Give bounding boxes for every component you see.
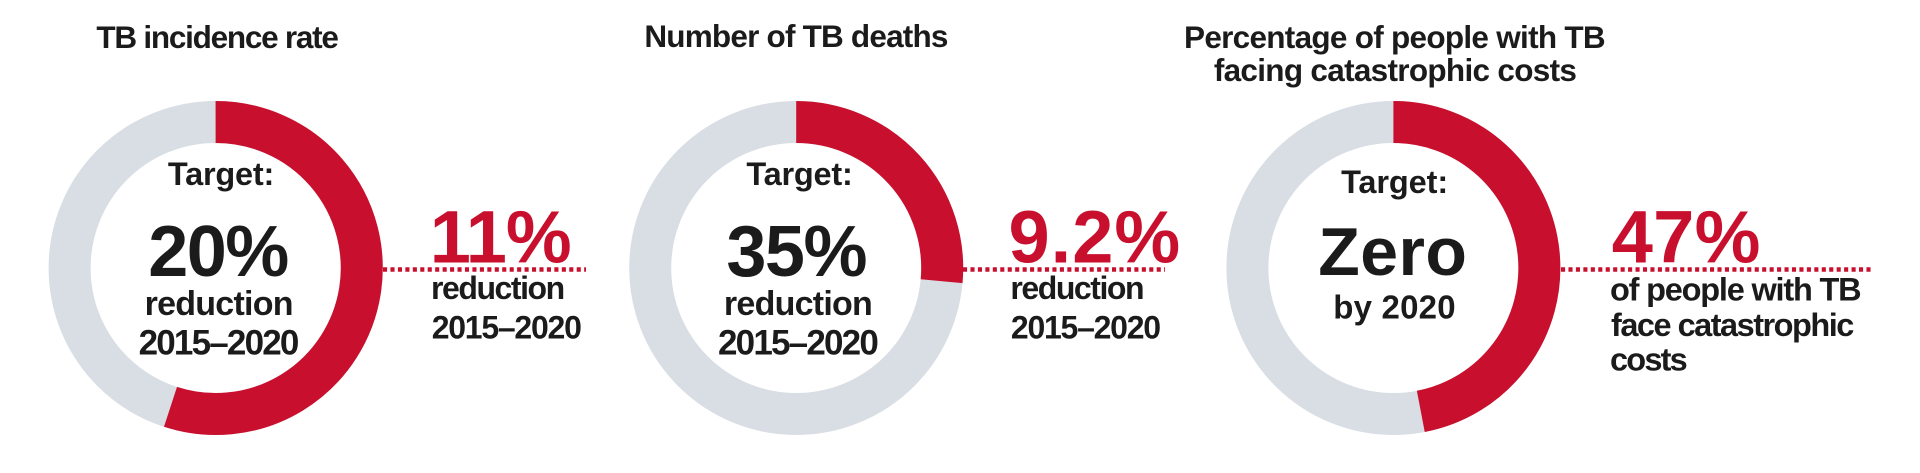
svg-text:11%: 11% [430, 195, 571, 278]
svg-text:Target:: Target: [1341, 164, 1448, 200]
svg-text:Percentage of people with TB: Percentage of people with TB [1184, 19, 1605, 55]
svg-text:reduction: reduction [724, 285, 872, 323]
svg-text:reduction: reduction [1010, 270, 1143, 306]
svg-text:Zero: Zero [1318, 214, 1467, 290]
svg-text:of people with TB: of people with TB [1610, 272, 1860, 308]
svg-text:Target:: Target: [168, 156, 274, 192]
svg-text:2015–2020: 2015–2020 [1011, 309, 1160, 345]
svg-text:9.2%: 9.2% [1009, 195, 1182, 278]
svg-text:20%: 20% [148, 212, 288, 292]
svg-text:35%: 35% [726, 212, 866, 292]
svg-text:2015–2020: 2015–2020 [139, 324, 299, 363]
svg-text:by 2020: by 2020 [1333, 289, 1456, 326]
svg-text:face catastrophic: face catastrophic [1611, 307, 1854, 343]
svg-text:47%: 47% [1612, 195, 1761, 278]
svg-text:reduction: reduction [145, 285, 293, 323]
svg-text:costs: costs [1610, 342, 1687, 378]
svg-text:facing catastrophic costs: facing catastrophic costs [1214, 52, 1577, 88]
svg-text:2015–2020: 2015–2020 [432, 309, 581, 345]
svg-text:reduction: reduction [431, 270, 564, 306]
svg-text:2015–2020: 2015–2020 [718, 324, 878, 363]
svg-text:Target:: Target: [746, 156, 852, 192]
svg-text:Number of TB deaths: Number of TB deaths [644, 18, 948, 54]
svg-text:TB incidence rate: TB incidence rate [96, 19, 338, 55]
